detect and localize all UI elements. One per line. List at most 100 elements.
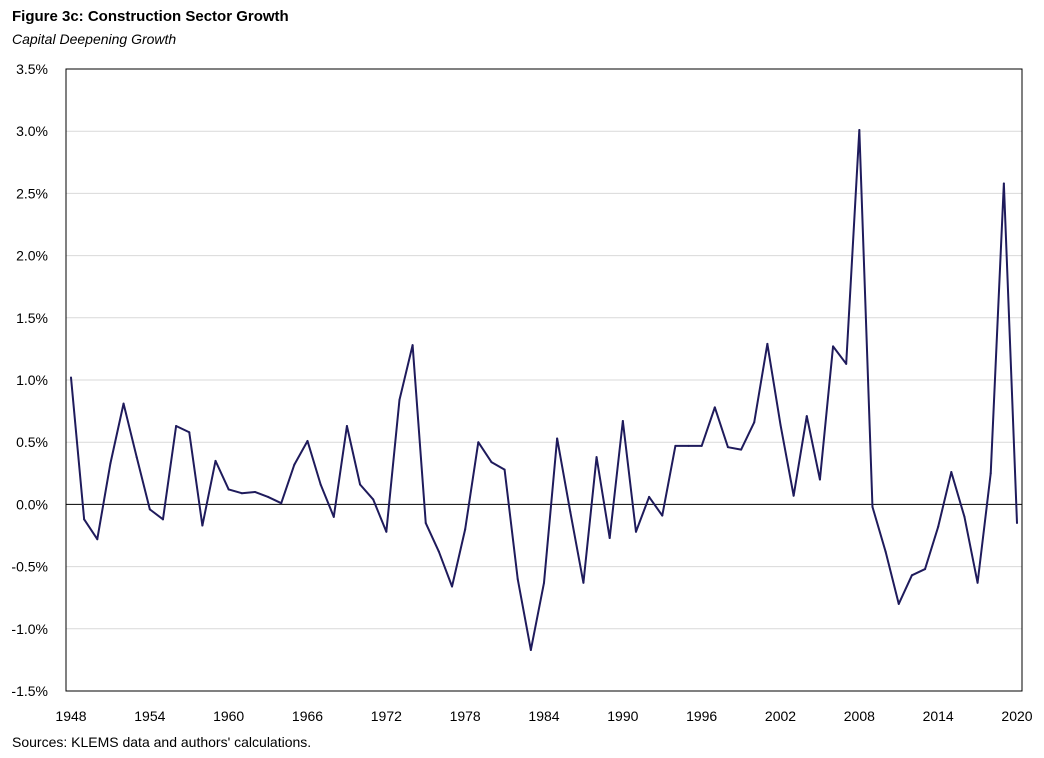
data-point <box>516 578 519 581</box>
data-point <box>871 505 874 508</box>
gridlines <box>66 130 1022 630</box>
x-tick-label: 1990 <box>607 708 638 724</box>
data-point <box>109 462 112 465</box>
data-point <box>280 502 283 505</box>
data-point <box>832 345 835 348</box>
data-point <box>398 398 401 401</box>
data-point <box>70 376 72 379</box>
y-tick-label: -0.5% <box>11 559 48 575</box>
data-point <box>937 525 940 528</box>
series-line <box>70 128 1018 651</box>
data-point <box>726 446 729 449</box>
data-point <box>924 568 927 571</box>
data-point <box>582 581 585 584</box>
data-point <box>805 415 808 418</box>
data-point <box>83 518 86 521</box>
data-point <box>188 431 191 434</box>
data-point <box>201 524 204 527</box>
data-point <box>175 425 178 428</box>
data-point <box>818 478 821 481</box>
data-point <box>477 441 480 444</box>
x-tick-label: 1966 <box>292 708 323 724</box>
y-tick-label: -1.5% <box>11 683 48 699</box>
x-tick-label: 1954 <box>134 708 165 724</box>
y-tick-label: 1.0% <box>16 372 48 388</box>
y-axis-ticks: -1.5% -1.0% -0.5% 0.0% 0.5% 1.0% 1.5% 2.0% 2.5% 3… <box>11 61 48 699</box>
data-point <box>424 522 427 525</box>
x-tick-label: 1960 <box>213 708 244 724</box>
x-tick-label: 2008 <box>844 708 875 724</box>
chart-title: Figure 3c: Construction Sector Growth <box>12 8 289 25</box>
data-point <box>845 362 848 365</box>
data-point <box>779 423 782 426</box>
x-tick-label: 2020 <box>1001 708 1032 724</box>
data-point <box>634 530 637 533</box>
data-point <box>372 498 375 501</box>
data-point <box>687 444 690 447</box>
data-point <box>766 342 769 345</box>
data-point <box>989 472 992 475</box>
data-point <box>543 581 545 584</box>
data-point <box>293 463 296 466</box>
x-tick-label: 1948 <box>55 708 86 724</box>
data-point <box>529 648 532 651</box>
x-tick-label: 1984 <box>528 708 559 724</box>
source-note: Sources: KLEMS data and authors' calcula… <box>12 734 312 750</box>
data-point <box>648 495 651 498</box>
x-tick-label: 2014 <box>923 708 954 724</box>
data-point <box>569 510 572 513</box>
data-point <box>950 471 953 474</box>
data-point <box>976 581 979 584</box>
y-tick-label: 2.0% <box>16 248 48 264</box>
data-point <box>148 508 151 511</box>
data-point <box>332 515 335 518</box>
data-point <box>227 488 230 491</box>
data-point <box>135 456 138 459</box>
chart-subtitle: Capital Deepening Growth <box>12 31 177 47</box>
data-point <box>700 444 703 447</box>
x-axis-ticks: 1948 1954 1960 1966 1972 1978 1984 1990 1996 2002… <box>55 708 1032 724</box>
x-tick-label: 1972 <box>371 708 402 724</box>
data-point <box>253 490 256 493</box>
y-tick-label: 0.5% <box>16 434 48 450</box>
data-point <box>910 574 913 577</box>
data-point <box>267 495 270 498</box>
x-tick-label: 2002 <box>765 708 796 724</box>
data-point <box>753 421 756 424</box>
data-point <box>556 437 559 440</box>
data-point <box>161 518 164 521</box>
y-tick-label: -1.0% <box>11 621 48 637</box>
data-point <box>214 459 217 462</box>
data-point <box>306 439 309 442</box>
data-point <box>661 514 664 517</box>
data-point <box>437 550 440 553</box>
data-point <box>240 492 243 495</box>
data-point <box>503 468 506 471</box>
data-point <box>713 406 716 409</box>
data-point <box>740 448 743 451</box>
data-point <box>1002 182 1005 185</box>
data-point <box>621 420 624 423</box>
data-point <box>122 402 125 405</box>
data-point <box>359 483 362 486</box>
data-point <box>411 344 414 347</box>
data-point <box>490 461 493 464</box>
data-point <box>595 456 598 459</box>
data-point <box>792 494 795 497</box>
data-points <box>70 128 1018 651</box>
data-point <box>1016 522 1018 525</box>
data-point <box>858 128 861 131</box>
y-tick-label: 3.0% <box>16 123 48 139</box>
x-tick-label: 1978 <box>450 708 481 724</box>
data-point <box>608 536 611 539</box>
data-point <box>963 515 966 518</box>
data-point <box>884 550 887 553</box>
data-point <box>96 538 99 541</box>
plot-area-frame <box>65 68 1023 692</box>
y-tick-label: 2.5% <box>16 185 48 201</box>
y-tick-label: 3.5% <box>16 61 48 77</box>
data-point <box>385 530 388 533</box>
data-point <box>345 425 348 428</box>
y-tick-label: 1.5% <box>16 310 48 326</box>
x-tick-label: 1996 <box>686 708 717 724</box>
